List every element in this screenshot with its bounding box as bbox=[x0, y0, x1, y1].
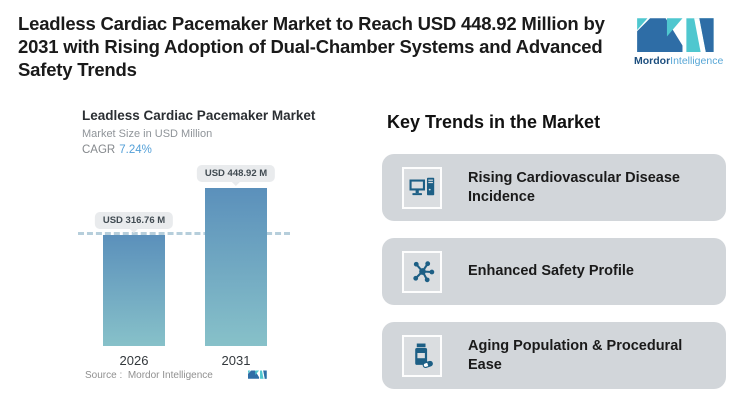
brand-wordmark: MordorIntelligence bbox=[634, 55, 723, 67]
chart-title: Leadless Cardiac Pacemaker Market bbox=[82, 108, 316, 123]
trend-card: Aging Population & Procedural Ease bbox=[382, 322, 726, 389]
page-title-line-2: 2031 with Rising Adoption of Dual-Chambe… bbox=[18, 36, 603, 57]
trend-label: Aging Population & Procedural Ease bbox=[468, 337, 683, 373]
bar-value-tag: USD 448.92 M bbox=[196, 165, 276, 182]
page-title-line-3: Safety Trends bbox=[18, 59, 137, 80]
mordor-logo-mark-small-icon bbox=[248, 370, 267, 379]
bar-column: USD 448.92 M 2031 bbox=[196, 165, 276, 368]
mordor-intelligence-logo: MordorIntelligence bbox=[634, 17, 723, 67]
molecule-icon bbox=[412, 261, 434, 283]
source-name: Mordor Intelligence bbox=[127, 370, 213, 381]
cagr-value: 7.24% bbox=[119, 144, 152, 156]
chart-cagr: CAGR 7.24% bbox=[82, 144, 152, 156]
chart-subtitle: Market Size in USD Million bbox=[82, 128, 213, 140]
source-prefix: Source : bbox=[85, 370, 123, 381]
reference-dashed-line bbox=[78, 232, 290, 235]
cagr-label: CAGR bbox=[82, 144, 116, 156]
trend-label: Enhanced Safety Profile bbox=[468, 263, 634, 279]
key-trends-heading: Key Trends in the Market bbox=[387, 112, 601, 132]
brand-name-bold: Mordor bbox=[634, 55, 671, 67]
desktop-computer-icon bbox=[409, 177, 435, 195]
trend-icon-box bbox=[402, 334, 442, 377]
bar-column: USD 316.76 M 2026 bbox=[94, 212, 174, 368]
bar-value-tag: USD 316.76 M bbox=[94, 212, 174, 229]
bar-chart: Leadless Cardiac Pacemaker Market Market… bbox=[78, 100, 315, 400]
x-axis-label: 2026 bbox=[119, 353, 149, 368]
source-attribution: Source : Mordor Intelligence bbox=[85, 370, 285, 381]
trend-card: Enhanced Safety Profile bbox=[382, 238, 726, 305]
medicine-bottle-icon bbox=[414, 343, 433, 368]
trend-icon-box bbox=[402, 166, 442, 209]
mordor-logo-mark-icon bbox=[637, 18, 714, 52]
x-axis-label: 2031 bbox=[221, 353, 251, 368]
bar-2031 bbox=[205, 188, 267, 346]
bar-2026 bbox=[103, 235, 165, 346]
trend-label: Rising Cardiovascular Disease Incidence bbox=[468, 169, 680, 205]
trend-card: Rising Cardiovascular Disease Incidence bbox=[382, 154, 726, 221]
brand-name-light: Intelligence bbox=[670, 55, 724, 67]
page-title-line-1: Leadless Cardiac Pacemaker Market to Rea… bbox=[18, 13, 605, 34]
page-title: Leadless Cardiac Pacemaker Market to Rea… bbox=[18, 12, 630, 81]
trend-icon-box bbox=[402, 250, 442, 293]
